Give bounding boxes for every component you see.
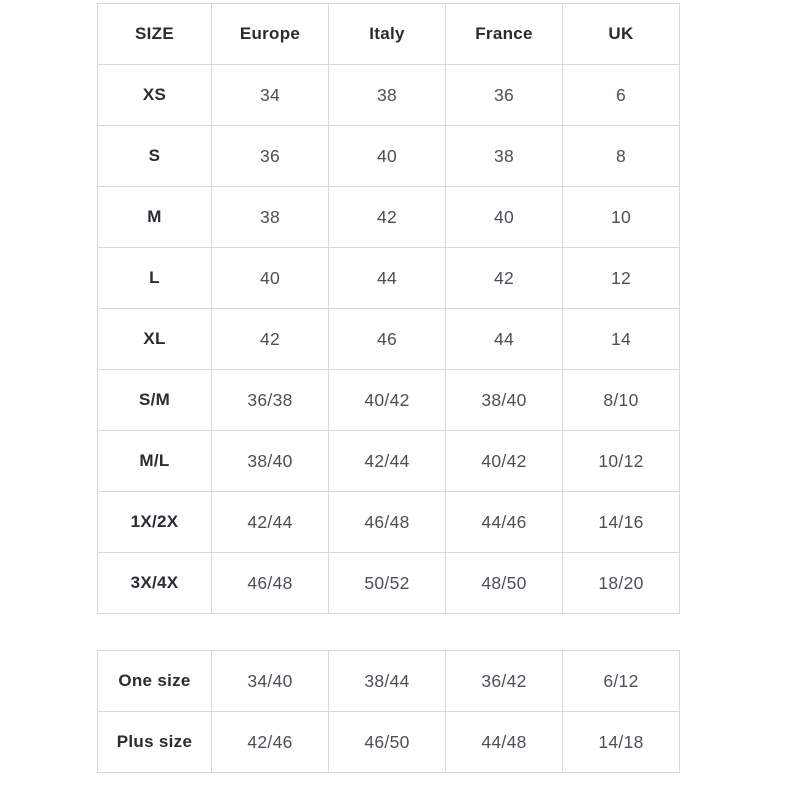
table-row-plus-size: Plus size 42/46 46/50 44/48 14/18 [97, 711, 680, 773]
size-value-cell: 8 [562, 125, 680, 187]
size-value-cell: 38 [328, 64, 446, 126]
size-value-cell: 40 [445, 186, 563, 248]
size-value-cell: 38/40 [211, 430, 329, 492]
size-label-cell: 1X/2X [97, 491, 212, 553]
size-value-cell: 10/12 [562, 430, 680, 492]
size-value-cell: 44 [328, 247, 446, 309]
size-value-cell: 44 [445, 308, 563, 370]
table-row-one-size: One size 34/40 38/44 36/42 6/12 [97, 650, 680, 712]
table-row-xs: XS 34 38 36 6 [97, 64, 680, 126]
size-conversion-table: SIZE Europe Italy France UK XS 34 38 36 6 S 36 40 38… [97, 3, 680, 614]
size-label-cell: XS [97, 64, 212, 126]
size-value-cell: 38 [445, 125, 563, 187]
table-row-l: L 40 44 42 12 [97, 247, 680, 309]
size-value-cell: 40/42 [445, 430, 563, 492]
size-label-cell: M/L [97, 430, 212, 492]
size-value-cell: 18/20 [562, 552, 680, 614]
size-label-cell: XL [97, 308, 212, 370]
size-value-cell: 36 [211, 125, 329, 187]
size-value-cell: 40 [328, 125, 446, 187]
size-value-cell: 6 [562, 64, 680, 126]
size-value-cell: 42/44 [211, 491, 329, 553]
size-value-cell: 12 [562, 247, 680, 309]
header-row: SIZE Europe Italy France UK [97, 3, 680, 65]
size-value-cell: 36 [445, 64, 563, 126]
size-value-cell: 36/42 [445, 650, 563, 712]
size-value-cell: 42/46 [211, 711, 329, 773]
table-row-s: S 36 40 38 8 [97, 125, 680, 187]
size-value-cell: 14/18 [562, 711, 680, 773]
table-row-xl: XL 42 46 44 14 [97, 308, 680, 370]
size-label-cell: Plus size [97, 711, 212, 773]
size-value-cell: 38 [211, 186, 329, 248]
header-cell-italy: Italy [328, 3, 446, 65]
size-value-cell: 14 [562, 308, 680, 370]
size-value-cell: 44/46 [445, 491, 563, 553]
size-value-cell: 36/38 [211, 369, 329, 431]
size-value-cell: 14/16 [562, 491, 680, 553]
table-row-m: M 38 42 40 10 [97, 186, 680, 248]
special-sizes-table: One size 34/40 38/44 36/42 6/12 Plus size 42/4… [97, 650, 680, 773]
size-value-cell: 46 [328, 308, 446, 370]
header-cell-uk: UK [562, 3, 680, 65]
size-label-cell: S [97, 125, 212, 187]
size-value-cell: 8/10 [562, 369, 680, 431]
header-cell-size: SIZE [97, 3, 212, 65]
size-value-cell: 46/50 [328, 711, 446, 773]
table-row-3x-4x: 3X/4X 46/48 50/52 48/50 18/20 [97, 552, 680, 614]
size-value-cell: 46/48 [328, 491, 446, 553]
table-row-s-m: S/M 36/38 40/42 38/40 8/10 [97, 369, 680, 431]
header-cell-europe: Europe [211, 3, 329, 65]
size-label-cell: S/M [97, 369, 212, 431]
size-value-cell: 42 [445, 247, 563, 309]
size-value-cell: 38/40 [445, 369, 563, 431]
size-value-cell: 38/44 [328, 650, 446, 712]
size-value-cell: 50/52 [328, 552, 446, 614]
size-value-cell: 44/48 [445, 711, 563, 773]
table-row-m-l: M/L 38/40 42/44 40/42 10/12 [97, 430, 680, 492]
size-label-cell: 3X/4X [97, 552, 212, 614]
size-chart-page: SIZE Europe Italy France UK XS 34 38 36 6 S 36 40 38… [97, 3, 680, 773]
size-value-cell: 10 [562, 186, 680, 248]
size-label-cell: L [97, 247, 212, 309]
size-label-cell: M [97, 186, 212, 248]
size-value-cell: 40 [211, 247, 329, 309]
header-cell-france: France [445, 3, 563, 65]
size-value-cell: 40/42 [328, 369, 446, 431]
size-value-cell: 42/44 [328, 430, 446, 492]
size-value-cell: 42 [211, 308, 329, 370]
size-value-cell: 6/12 [562, 650, 680, 712]
size-label-cell: One size [97, 650, 212, 712]
size-value-cell: 46/48 [211, 552, 329, 614]
size-value-cell: 34/40 [211, 650, 329, 712]
size-value-cell: 34 [211, 64, 329, 126]
table-row-1x-2x: 1X/2X 42/44 46/48 44/46 14/16 [97, 491, 680, 553]
size-value-cell: 42 [328, 186, 446, 248]
size-value-cell: 48/50 [445, 552, 563, 614]
